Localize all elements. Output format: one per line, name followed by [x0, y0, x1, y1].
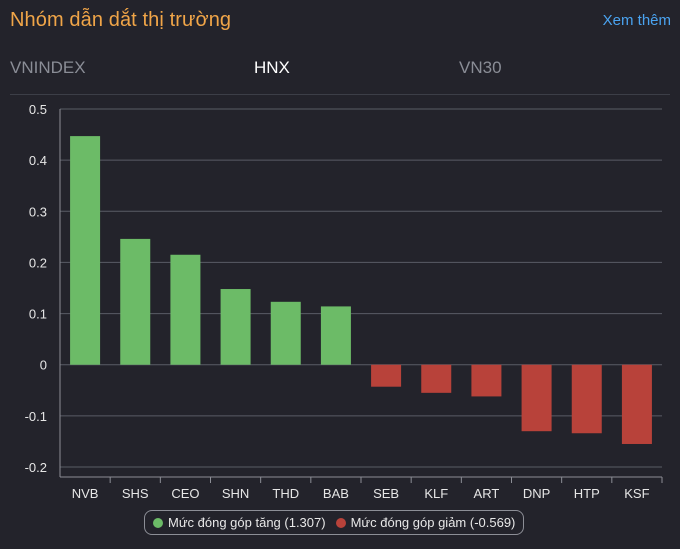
tab-vnindex[interactable]: VNINDEX — [10, 58, 86, 77]
bar-dnp[interactable] — [521, 364, 552, 432]
x-tick-label-bab: BAB — [323, 486, 349, 501]
x-tick-label-ceo: CEO — [171, 486, 199, 501]
bar-ceo[interactable] — [170, 254, 201, 365]
y-tick-label: 0 — [40, 358, 47, 373]
chart-legend: Mức đóng góp tăng (1.307) Mức đóng góp g… — [144, 510, 525, 535]
y-tick-label: 0.1 — [29, 307, 47, 322]
bar-ksf[interactable] — [621, 364, 652, 444]
x-tick-label-ksf: KSF — [624, 486, 649, 501]
x-tick-label-klf: KLF — [424, 486, 448, 501]
legend-item-positive[interactable]: Mức đóng góp tăng (1.307) — [153, 515, 326, 530]
bar-klf[interactable] — [421, 364, 452, 393]
see-more-link[interactable]: Xem thêm — [602, 12, 671, 29]
tab-divider — [10, 94, 670, 95]
tab-vn30[interactable]: VN30 — [459, 58, 502, 77]
y-tick-label: 0.5 — [29, 102, 47, 117]
y-tick-label: -0.1 — [25, 409, 47, 424]
bar-shs[interactable] — [120, 238, 151, 365]
tab-hnx[interactable]: HNX — [254, 58, 290, 77]
bar-seb[interactable] — [371, 364, 402, 387]
x-tick-label-thd: THD — [272, 486, 299, 501]
y-tick-label: -0.2 — [25, 460, 47, 475]
header: Nhóm dẫn dắt thị trường Xem thêm — [0, 0, 680, 44]
legend-item-negative[interactable]: Mức đóng góp giảm (-0.569) — [335, 515, 516, 530]
x-tick-label-art: ART — [474, 486, 500, 501]
y-tick-label: 0.3 — [29, 204, 47, 219]
y-tick-label: 0.4 — [29, 153, 47, 168]
page-title: Nhóm dẫn dắt thị trường — [10, 9, 232, 31]
x-tick-label-seb: SEB — [373, 486, 399, 501]
x-tick-label-shn: SHN — [222, 486, 249, 501]
bar-thd[interactable] — [270, 301, 301, 365]
contribution-bar-chart: 0.5 0.4 0.3 0.2 0.1 0 -0.1 -0.2 NVB SHS CEO SHN THD B… — [25, 102, 663, 501]
legend-negative-label: Mức đóng góp giảm (-0.569) — [350, 515, 516, 530]
legend-positive-label: Mức đóng góp tăng (1.307) — [168, 515, 326, 530]
x-tick-label-htp: HTP — [574, 486, 600, 501]
x-tick-label-nvb: NVB — [72, 486, 99, 501]
y-tick-label: 0.2 — [29, 255, 47, 270]
legend-positive-dot-icon — [153, 517, 163, 528]
legend-negative-dot-icon — [335, 517, 346, 528]
bar-shn[interactable] — [220, 289, 251, 365]
bar-art[interactable] — [471, 364, 502, 397]
bar-bab[interactable] — [320, 306, 351, 365]
bar-nvb[interactable] — [70, 136, 101, 365]
x-tick-label-shs: SHS — [122, 486, 149, 501]
index-tabs: VNINDEX HNX VN30 — [0, 52, 680, 86]
bar-htp[interactable] — [571, 364, 602, 434]
x-tick-label-dnp: DNP — [523, 486, 550, 501]
